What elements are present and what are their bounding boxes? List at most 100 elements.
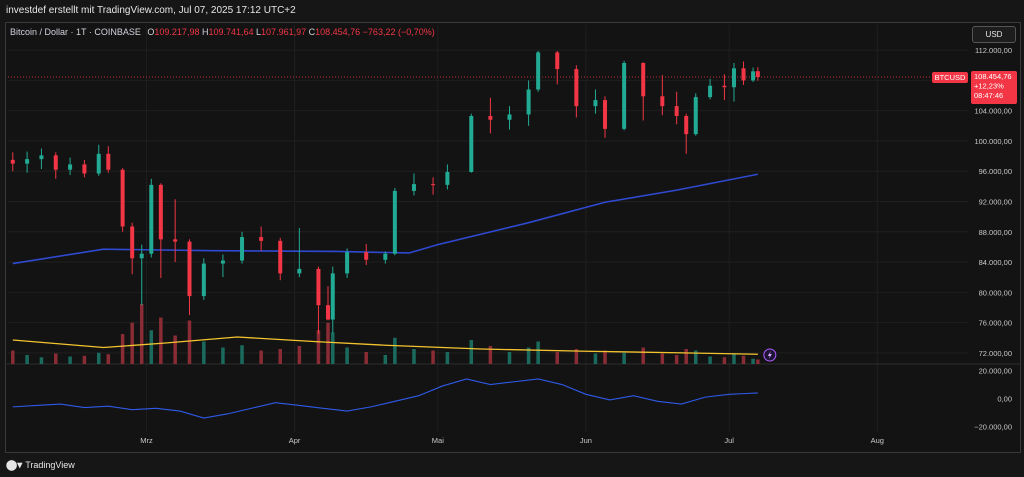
candle-body	[755, 71, 760, 77]
price-axis: 112.000,00108.000,00104.000,00100.000,00…	[974, 46, 1012, 431]
grid-lines	[5, 25, 1021, 432]
time-tick-label: Mai	[432, 436, 444, 445]
candle-body	[149, 184, 154, 254]
candle-body	[622, 63, 627, 129]
volume-bar	[149, 330, 154, 364]
candle	[603, 96, 608, 138]
volume-bar	[660, 353, 665, 364]
candle-body	[326, 305, 330, 320]
legend-open: 109.217,98	[154, 27, 200, 37]
volume-bar	[603, 350, 607, 364]
candle-body	[526, 89, 531, 115]
candle-body	[392, 190, 397, 254]
candle	[240, 231, 245, 264]
candle	[316, 266, 321, 334]
price-tick-label: 84.000,00	[979, 258, 1012, 267]
price-badge	[971, 70, 1017, 104]
candle-body	[297, 268, 302, 274]
candle	[149, 178, 154, 258]
volume-bar	[741, 355, 746, 364]
volume-bar	[674, 355, 679, 364]
candle-body	[488, 115, 493, 120]
candle-body	[201, 263, 206, 297]
volume-bar	[574, 349, 579, 364]
volume-bar	[383, 355, 388, 364]
time-tick-label: Aug	[871, 436, 884, 445]
volume-bar	[393, 337, 397, 364]
volume-bar	[202, 341, 206, 364]
candle	[130, 222, 135, 275]
candle	[120, 168, 125, 232]
candle-body	[345, 252, 350, 274]
price-tick-label: 72.000,00	[979, 349, 1012, 358]
candle	[488, 97, 493, 134]
time-tick-label: Mrz	[140, 436, 153, 445]
price-badge-line: 08:47:46	[974, 91, 1003, 100]
currency-button[interactable]: USD	[972, 26, 1016, 43]
volume-bar	[364, 352, 368, 364]
tradingview-logo-icon: ⬤▾	[6, 460, 23, 471]
moving-average-layer	[8, 76, 968, 265]
volume-bar	[756, 359, 760, 364]
candle-body	[507, 114, 512, 120]
candle	[106, 146, 111, 173]
candle-body	[603, 100, 608, 129]
candle-body	[25, 159, 30, 164]
candle	[593, 89, 598, 114]
volume-bar	[526, 347, 531, 364]
candle	[469, 113, 474, 173]
candles	[10, 50, 760, 334]
candle	[684, 113, 689, 154]
candle-body	[240, 237, 245, 261]
candle-body	[660, 96, 665, 107]
volume-bar	[694, 350, 698, 364]
price-tick-label: 76.000,00	[979, 319, 1012, 328]
candle	[201, 258, 206, 300]
candle	[731, 63, 736, 102]
candle-body	[411, 184, 416, 191]
volume-bar	[722, 357, 727, 364]
candle	[278, 237, 283, 281]
candle	[68, 157, 73, 176]
candle-body	[82, 164, 87, 174]
candle	[536, 50, 541, 92]
candle-body	[555, 52, 560, 70]
candle	[158, 183, 163, 278]
candle-body	[722, 85, 727, 88]
volume-bar	[221, 347, 225, 364]
candle	[411, 173, 416, 196]
candle-body	[158, 184, 163, 240]
candle	[431, 177, 436, 195]
legend-high-label: H	[201, 27, 209, 37]
footer: ⬤▾ TradingView	[0, 455, 1024, 477]
volume-bar	[469, 340, 474, 364]
volume-bar	[130, 322, 134, 364]
volume-bar	[331, 332, 335, 364]
candle	[259, 226, 264, 251]
lightning-icon[interactable]	[763, 348, 777, 362]
oscillator-tick-label: 0,00	[997, 395, 1012, 404]
candle	[445, 164, 450, 190]
price-badge-layer: BTCUSD 108.454,76+12,23%08:47:46	[763, 70, 1017, 362]
volume-bar	[326, 322, 330, 364]
volume-bar	[555, 352, 560, 364]
candle	[326, 286, 330, 321]
candle-body	[139, 253, 144, 259]
time-tick-label: Jun	[580, 436, 592, 445]
volume-bars	[11, 304, 760, 364]
candle	[25, 151, 30, 173]
legend-close-label: C	[308, 27, 316, 37]
price-tick-label: 100.000,00	[974, 137, 1012, 146]
candle-body	[684, 115, 689, 135]
candle	[392, 187, 397, 256]
footer-logo-text: TradingView	[25, 460, 75, 470]
legend-symbol: Bitcoin / Dollar · 1T · COINBASE	[10, 27, 141, 37]
oscillator-layer	[12, 378, 758, 419]
volume-bar	[445, 352, 450, 364]
ticker-badge	[932, 71, 968, 83]
candle	[139, 244, 144, 306]
time-tick-label: Apr	[289, 436, 301, 445]
chart-caption: investdef erstellt mit TradingView.com, …	[6, 5, 296, 16]
volume-bar	[593, 353, 598, 364]
